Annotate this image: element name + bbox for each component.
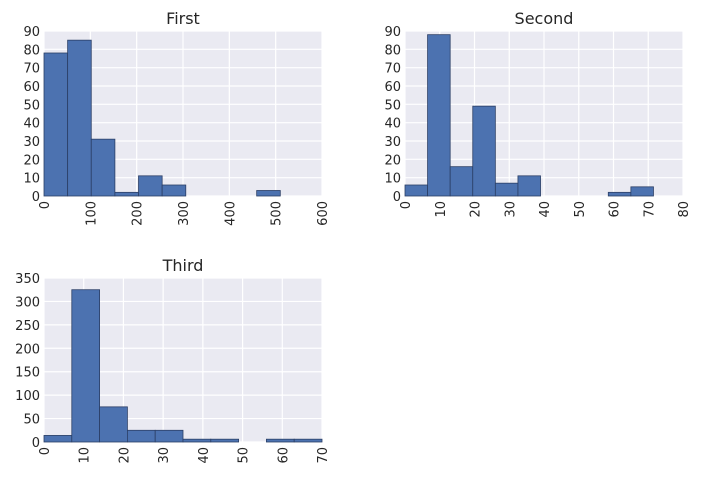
histogram-bar bbox=[99, 406, 128, 443]
y-tick-label: 50 bbox=[384, 98, 401, 113]
histogram-bar bbox=[265, 438, 295, 443]
histogram-bar bbox=[43, 52, 69, 197]
x-tick-label: 0 bbox=[399, 201, 414, 209]
histogram-bar bbox=[404, 184, 428, 197]
y-tick-label: 70 bbox=[384, 62, 401, 77]
x-tick-label: 500 bbox=[270, 201, 285, 226]
histogram-bar bbox=[494, 182, 519, 197]
y-tick-label: 70 bbox=[23, 62, 40, 77]
y-tick-label: 100 bbox=[15, 389, 40, 404]
histogram-bar bbox=[630, 186, 654, 197]
histogram-bar bbox=[182, 438, 212, 443]
histogram-bar bbox=[607, 191, 632, 197]
y-tick-label: 250 bbox=[15, 319, 40, 334]
x-tick-label: 20 bbox=[117, 447, 132, 464]
y-tick-label: 30 bbox=[384, 135, 401, 150]
y-tick-label: 0 bbox=[32, 436, 40, 451]
subplot-3: Third 0 50 100 150 200 250 300 350 0 10 20 30 40 50 60 7… bbox=[15, 256, 331, 464]
y-tick-label: 60 bbox=[23, 80, 40, 95]
histogram-bar bbox=[293, 438, 323, 443]
x-tick-label: 30 bbox=[157, 447, 172, 464]
y-tick-label: 150 bbox=[15, 366, 40, 381]
y-tick-label: 300 bbox=[15, 295, 40, 310]
y-tick-label: 0 bbox=[393, 190, 401, 205]
y-tick-label: 80 bbox=[23, 43, 40, 58]
histogram-bar bbox=[427, 34, 451, 197]
y-tick-label: 30 bbox=[23, 135, 40, 150]
histogram-bar bbox=[154, 429, 184, 443]
histogram-bar bbox=[472, 105, 496, 197]
x-tick-label: 20 bbox=[469, 201, 484, 218]
subplot-title: First bbox=[166, 9, 200, 28]
subplot-1: First 0 10 20 30 40 50 60 70 80 90 0 100 200 300 400 500… bbox=[23, 9, 331, 226]
x-tick-label: 10 bbox=[78, 447, 93, 464]
histogram-bar bbox=[138, 175, 163, 197]
y-tick-label: 50 bbox=[23, 98, 40, 113]
x-tick-label: 60 bbox=[276, 447, 291, 464]
y-tick-label: 80 bbox=[384, 43, 401, 58]
x-tick-label: 0 bbox=[38, 201, 53, 209]
subplot-2: Second 0 10 20 30 40 50 60 70 80 90 0 10 20 30 40 50 60 70… bbox=[384, 9, 692, 218]
y-tick-label: 0 bbox=[32, 190, 40, 205]
y-tick-label: 350 bbox=[15, 272, 40, 287]
subplot-title: Third bbox=[162, 256, 204, 275]
x-tick-label: 600 bbox=[316, 201, 331, 226]
histogram-bar bbox=[256, 190, 281, 197]
x-tick-label: 30 bbox=[503, 201, 518, 218]
x-tick-label: 50 bbox=[573, 201, 588, 218]
x-tick-label: 70 bbox=[642, 201, 657, 218]
histogram-bar bbox=[71, 289, 101, 443]
x-tick-label: 200 bbox=[131, 201, 146, 226]
y-tick-label: 200 bbox=[15, 342, 40, 357]
x-tick-label: 0 bbox=[38, 447, 53, 455]
y-tick-label: 20 bbox=[384, 153, 401, 168]
x-tick-label: 40 bbox=[197, 447, 212, 464]
x-tick-label: 400 bbox=[223, 201, 238, 226]
x-tick-label: 50 bbox=[237, 447, 252, 464]
x-tick-label: 300 bbox=[177, 201, 192, 226]
histogram-bar bbox=[67, 39, 92, 197]
histogram-bar bbox=[114, 191, 139, 197]
y-tick-label: 40 bbox=[23, 117, 40, 132]
x-tick-label: 100 bbox=[84, 201, 99, 226]
y-tick-label: 60 bbox=[384, 80, 401, 95]
y-tick-label: 90 bbox=[384, 25, 401, 40]
y-tick-label: 20 bbox=[23, 153, 40, 168]
histogram-bar bbox=[161, 184, 187, 197]
x-tick-label: 10 bbox=[434, 201, 449, 218]
histogram-bar bbox=[210, 438, 240, 443]
x-tick-label: 70 bbox=[316, 447, 331, 464]
histogram-bar bbox=[90, 138, 116, 197]
histogram-bar bbox=[43, 435, 73, 443]
y-tick-label: 50 bbox=[23, 413, 40, 428]
subplot-title: Second bbox=[515, 9, 574, 28]
x-tick-label: 80 bbox=[677, 201, 692, 218]
histogram-bar bbox=[127, 429, 156, 443]
histogram-bar bbox=[517, 175, 541, 197]
x-tick-label: 40 bbox=[538, 201, 553, 218]
y-tick-label: 90 bbox=[23, 25, 40, 40]
y-tick-label: 10 bbox=[384, 172, 401, 187]
histogram-bar bbox=[449, 166, 474, 197]
y-tick-label: 40 bbox=[384, 117, 401, 132]
y-tick-label: 10 bbox=[23, 172, 40, 187]
x-tick-label: 60 bbox=[608, 201, 623, 218]
